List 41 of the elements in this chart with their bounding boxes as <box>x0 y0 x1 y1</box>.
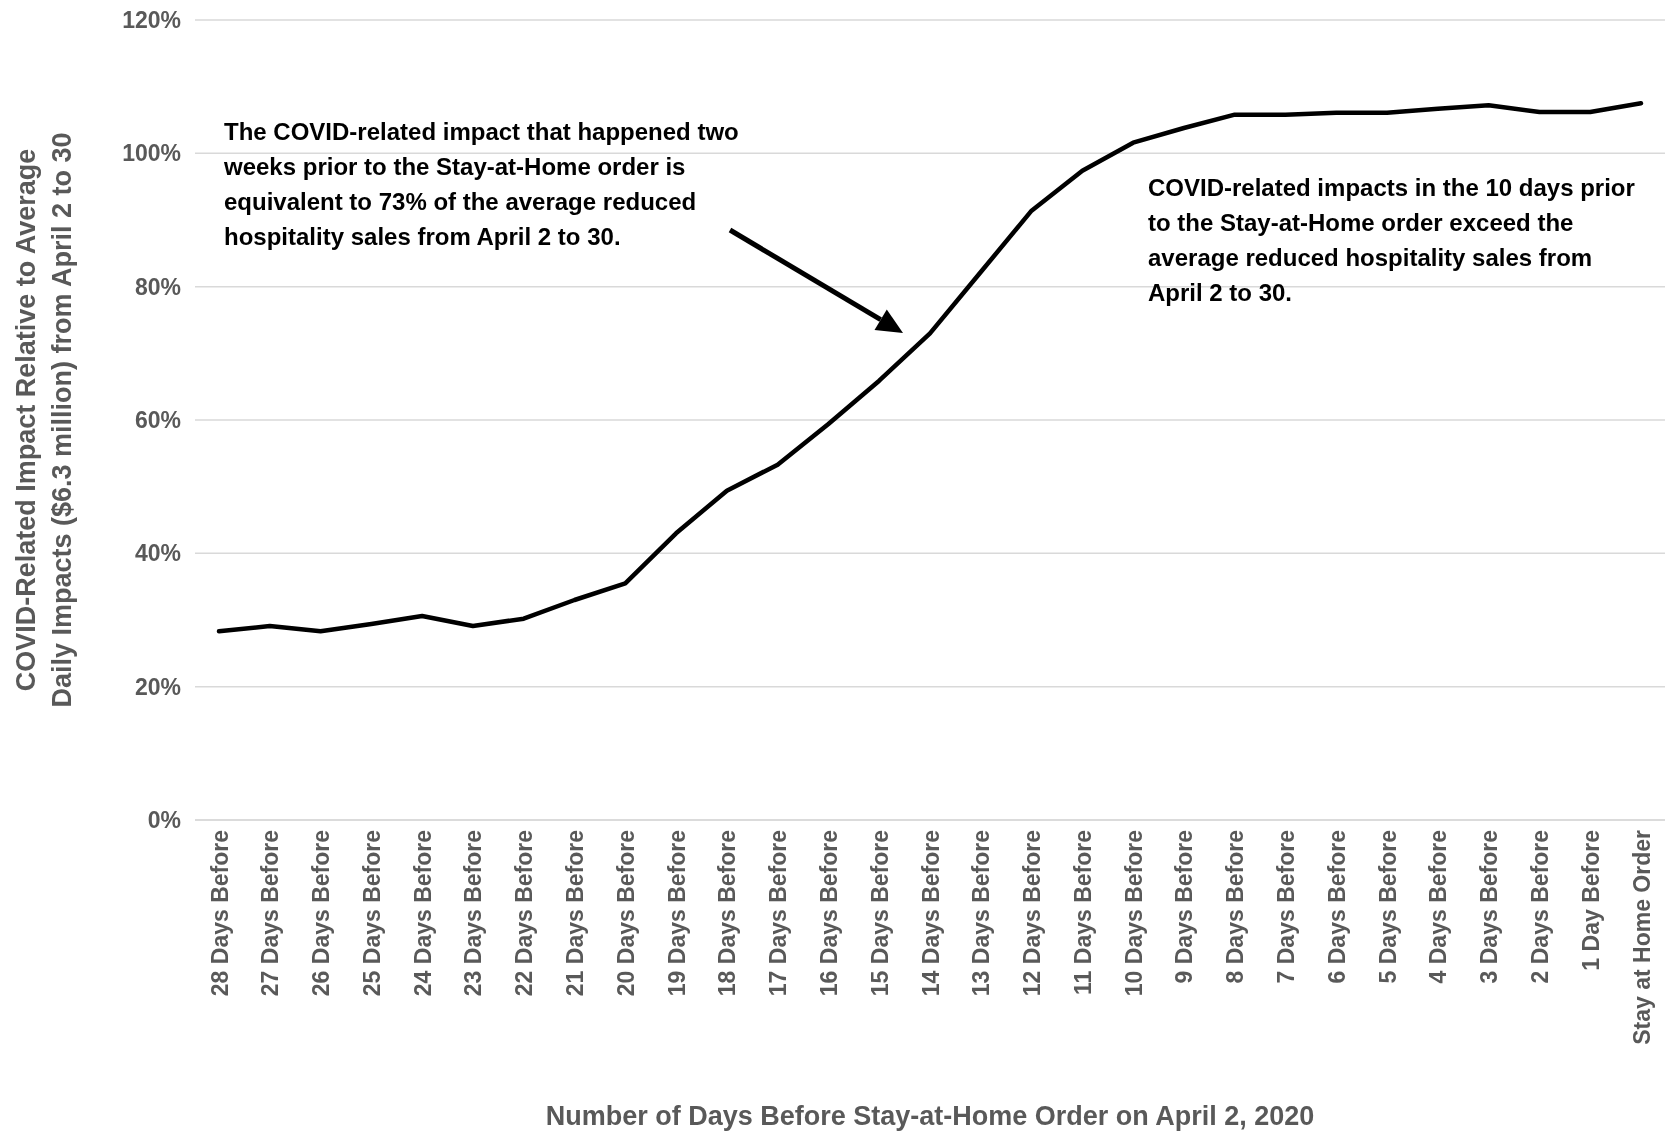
x-tick-label: 18 Days Before <box>714 830 741 997</box>
x-tick-label: 4 Days Before <box>1425 830 1452 984</box>
x-tick-label: 14 Days Before <box>917 830 944 997</box>
y-tick-label: 120% <box>122 6 181 33</box>
x-tick-label: 13 Days Before <box>968 830 995 997</box>
y-tick-label: 80% <box>134 273 181 300</box>
y-tick-label: 60% <box>134 406 181 433</box>
x-tick-label: 21 Days Before <box>562 830 589 997</box>
x-tick-label: 24 Days Before <box>409 830 436 997</box>
x-tick-label: 5 Days Before <box>1374 830 1401 984</box>
x-tick-label: 10 Days Before <box>1120 830 1147 997</box>
x-tick-label: 16 Days Before <box>815 830 842 997</box>
y-axis-title: COVID-Related Impact Relative to Average Daily Impacts ($6.3 million) from April 2 to 30 <box>11 132 77 708</box>
x-tick-label: Stay at Home Order <box>1628 829 1655 1045</box>
x-tick-label: 3 Days Before <box>1476 830 1503 984</box>
x-tick-label: 22 Days Before <box>511 830 538 997</box>
annotation: COVID-related impacts in the 10 days prior to the Stay-at-Home order exceed the average reduced hospitality sales from April 2 to 30. <box>1148 173 1636 308</box>
x-tick-label: 7 Days Before <box>1273 830 1300 984</box>
x-tick-label: 20 Days Before <box>612 830 639 997</box>
x-tick-label: 27 Days Before <box>257 830 284 997</box>
x-tick-label: 6 Days Before <box>1323 830 1350 984</box>
x-tick-label: 8 Days Before <box>1222 830 1249 984</box>
y-tick-label: 100% <box>122 140 181 167</box>
x-tick-label: 11 Days Before <box>1069 830 1096 995</box>
x-tick-label: 17 Days Before <box>765 830 792 997</box>
y-tick-label: 40% <box>134 540 181 567</box>
x-tick-label: 2 Days Before <box>1526 830 1553 984</box>
x-tick-label: 1 Day Before <box>1577 830 1604 971</box>
x-axis-title: Number of Days Before Stay-at-Home Order on April 2, 2020 <box>545 1101 1315 1131</box>
y-tick-label: 0% <box>147 806 181 833</box>
annotation: The COVID-related impact that happened two weeks prior to the Stay-at-Home order is equivalent to 73% of the average reduced hospitality sales from April 2 to 30. <box>224 117 740 252</box>
x-tick-label: 23 Days Before <box>460 830 487 997</box>
x-tick-label: 28 Days Before <box>206 830 233 997</box>
line-series <box>216 101 1644 634</box>
x-tick-label: 19 Days Before <box>663 830 690 997</box>
x-tick-label: 9 Days Before <box>1171 830 1198 984</box>
x-tick-label: 12 Days Before <box>1019 830 1046 997</box>
x-tick-label: 25 Days Before <box>358 830 385 997</box>
y-tick-label: 20% <box>134 673 181 700</box>
x-tick-label: 26 Days Before <box>308 830 335 997</box>
x-tick-label: 15 Days Before <box>866 830 893 997</box>
